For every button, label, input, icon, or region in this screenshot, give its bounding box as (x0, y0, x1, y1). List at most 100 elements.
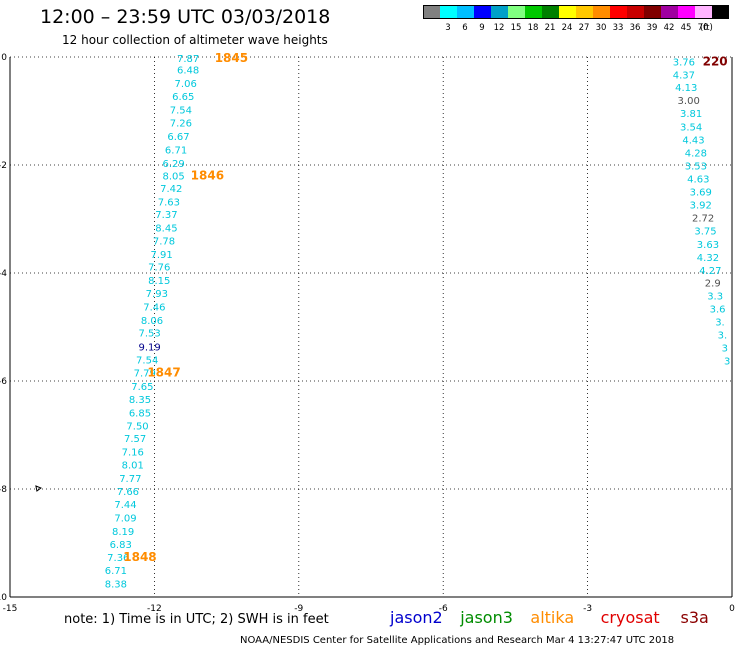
legend-swatch (678, 5, 695, 19)
legend-swatch (491, 5, 508, 19)
swh-value-label: 7.36 (107, 553, 129, 564)
legend-swatch (474, 5, 491, 19)
footer-credit: NOAA/NESDIS Center for Satellite Applica… (240, 635, 675, 646)
swh-value-label: 7.76 (148, 263, 170, 274)
swh-value-label: 3.81 (680, 109, 702, 120)
map-subtitle: 12 hour collection of altimeter wave hei… (62, 33, 328, 47)
swh-value-label: 2.72 (692, 213, 714, 224)
map-title: 12:00 – 23:59 UTC 03/03/2018 (40, 6, 331, 28)
swh-value-label: 7.46 (143, 302, 165, 313)
swh-value-label: 6.29 (163, 159, 185, 170)
legend-swatch (661, 5, 678, 19)
swh-value-label: 3.3 (707, 292, 723, 303)
location-marker-icon (35, 485, 42, 492)
legend-label: 27 (578, 23, 590, 33)
y-tick-label: -8 (0, 485, 7, 495)
swh-value-label: 3.75 (694, 226, 716, 237)
swh-value-label: 7.16 (122, 448, 144, 459)
legend-label: 6 (462, 23, 468, 33)
swh-value-label: 3 (722, 344, 728, 355)
swh-value-label: 6.83 (110, 540, 132, 551)
swh-value-label: 3.00 (678, 96, 700, 107)
swh-value-label: 6.71 (105, 566, 127, 577)
legend-border (423, 5, 729, 19)
legend-label: 36 (629, 23, 641, 33)
legend-swatch (457, 5, 474, 19)
y-tick-label: -2 (0, 161, 7, 171)
legend-label: 42 (663, 23, 675, 33)
legend-swatch (440, 5, 457, 19)
swh-value-label: 7.54 (136, 355, 158, 366)
swh-value-label: 3.6 (710, 305, 726, 316)
swh-value-label: 4.32 (697, 253, 719, 264)
swh-value-label: 6.85 (129, 408, 151, 419)
pass-time-label: 1845 (215, 51, 248, 65)
swh-value-label: 2.9 (705, 279, 721, 290)
swh-value-label: 4.27 (699, 266, 721, 277)
legend-swatch (542, 5, 559, 19)
swh-value-label: 4.28 (685, 149, 707, 160)
note-text: note: 1) Time is in UTC; 2) SWH is in fe… (64, 612, 329, 627)
legend-swatch (593, 5, 610, 19)
swh-value-label: 6.71 (165, 145, 187, 156)
swh-value-label: 7.78 (153, 237, 175, 248)
swh-value-label: 3 (724, 356, 730, 367)
swh-value-label: 3.63 (697, 240, 719, 251)
swh-value-label: 8.06 (141, 316, 163, 327)
legend-label: 39 (646, 23, 658, 33)
pass-time-label: 1848 (123, 550, 156, 564)
swh-value-label: 7.26 (170, 118, 192, 129)
swh-value-label: 3. (718, 331, 728, 342)
swh-value-label: 4.43 (682, 136, 704, 147)
legend-swatch (423, 5, 440, 19)
legend-swatch (508, 5, 525, 19)
swh-value-label: 8.38 (105, 580, 127, 591)
y-tick-label: -6 (0, 377, 7, 387)
swh-value-label: 7.50 (126, 421, 148, 432)
x-tick-label: -3 (583, 604, 592, 614)
swh-value-label: 6.65 (172, 92, 194, 103)
legend-label: 18 (527, 23, 539, 33)
swh-value-label: 6.48 (177, 65, 199, 76)
x-tick-label: -6 (439, 604, 448, 614)
legend-swatch (644, 5, 661, 19)
swh-value-label: 3.54 (680, 123, 702, 134)
swh-value-label: 7.06 (175, 79, 197, 90)
swh-value-label: 7.57 (124, 434, 146, 445)
legend-swatch (695, 5, 712, 19)
swh-value-label: 3.76 (673, 57, 695, 68)
x-tick-label: -15 (3, 604, 18, 614)
swh-value-label: 3.92 (690, 200, 712, 211)
legend-label: 21 (544, 23, 556, 33)
satellite-name: cryosat (600, 608, 660, 627)
legend-swatch (525, 5, 542, 19)
y-tick-label: -4 (0, 269, 7, 279)
satellite-name: altika (530, 608, 575, 627)
satellite-name: s3a (680, 608, 709, 627)
swh-value-label: 8.45 (155, 224, 177, 235)
legend-label: 24 (561, 23, 573, 33)
legend-swatch (627, 5, 644, 19)
swh-value-label: 4.13 (675, 83, 697, 94)
swh-value-label: 7.44 (114, 500, 136, 511)
legend-label: 9 (479, 23, 485, 33)
satellite-name: jason3 (460, 608, 513, 627)
swh-value-label: 8.01 (122, 461, 144, 472)
x-tick-label: -12 (147, 604, 162, 614)
swh-value-label: 7.79 (134, 368, 156, 379)
swh-value-label: 7.77 (119, 474, 141, 485)
swh-value-label: 7.37 (155, 210, 177, 221)
pass-time-label: 1846 (191, 168, 224, 182)
legend-label: 15 (510, 23, 522, 33)
y-tick-label: -10 (0, 593, 7, 603)
swh-value-label: 3.69 (690, 187, 712, 198)
legend-swatch (610, 5, 627, 19)
pass-time-label: 1847 (147, 365, 180, 379)
swh-value-label: 8.05 (163, 171, 185, 182)
swh-value-label: 7.63 (158, 198, 180, 209)
swh-value-label: 7.93 (146, 289, 168, 300)
legend-label: 30 (595, 23, 607, 33)
swh-value-label: 7.09 (114, 514, 136, 525)
